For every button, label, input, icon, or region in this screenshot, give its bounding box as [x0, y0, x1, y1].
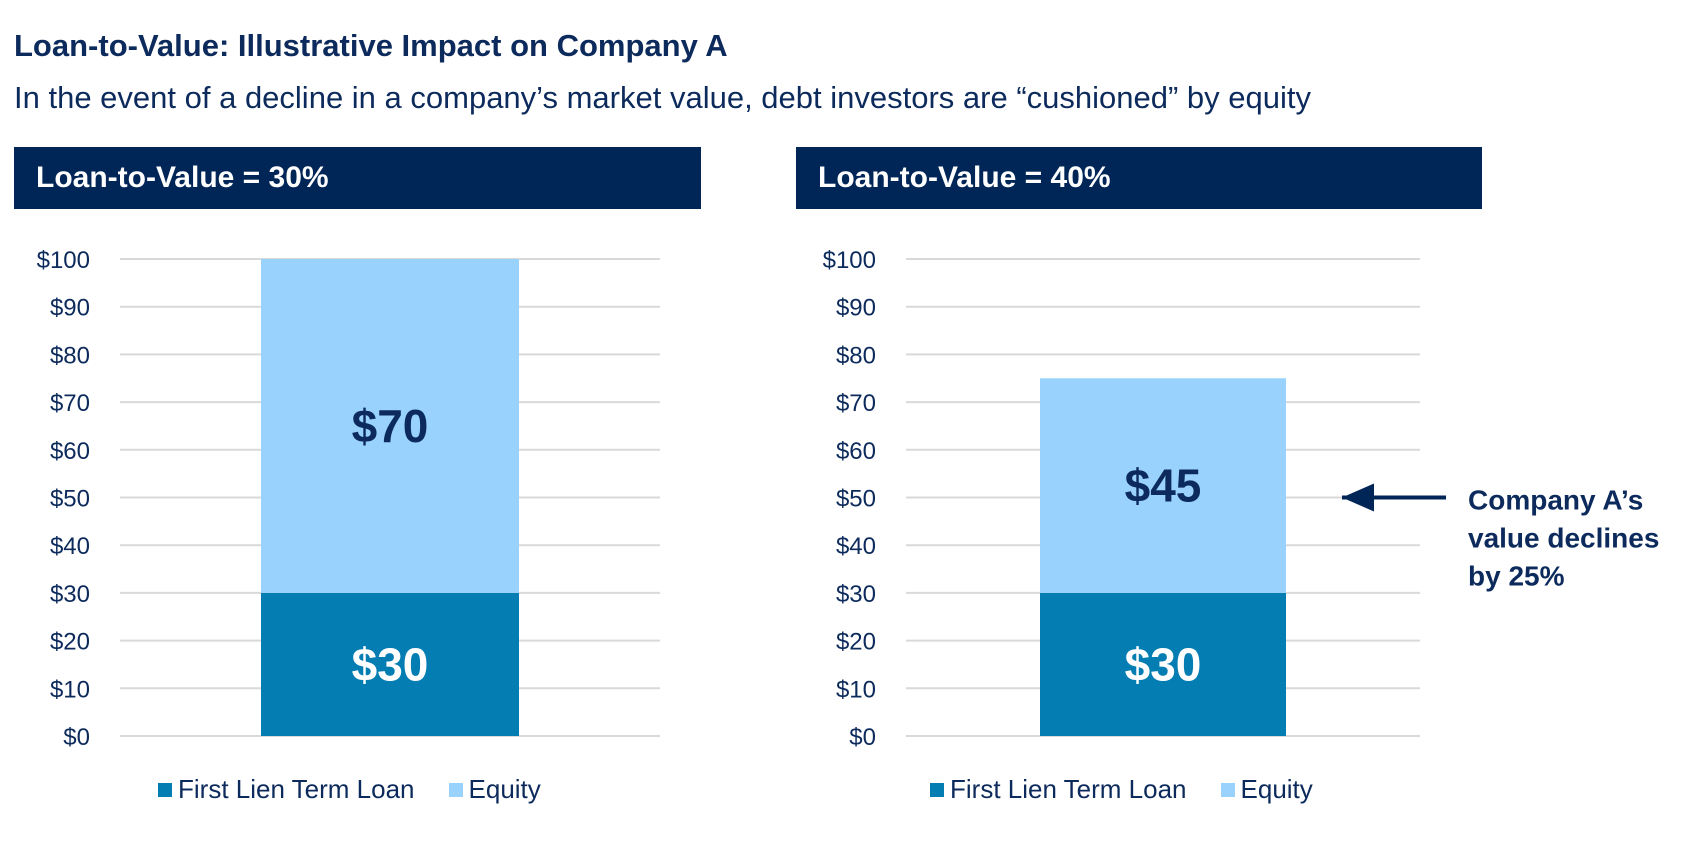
y-tick-label: $0 [63, 724, 90, 751]
legend-item-equity: Equity [1220, 774, 1313, 805]
page-title: Loan-to-Value: Illustrative Impact on Co… [14, 28, 728, 63]
y-tick-label: $10 [836, 676, 876, 703]
annotation-text-line: Company A’s [1468, 485, 1643, 516]
arrow-head [1342, 483, 1374, 512]
y-tick-label: $20 [836, 629, 876, 656]
bar-segment-equity [1040, 378, 1286, 593]
legend-swatch-equity [1220, 782, 1235, 797]
y-tick-label: $10 [50, 676, 90, 703]
y-tick-label: $40 [50, 533, 90, 560]
legend-swatch-loan [930, 782, 944, 797]
y-tick-label: $20 [50, 629, 90, 656]
y-tick-label: $60 [50, 438, 90, 465]
legend-item-loan: First Lien Term Loan [930, 774, 1187, 805]
data-label-equity: $45 [1125, 460, 1202, 512]
panel-header-left: Loan-to-Value = 30% [14, 147, 701, 209]
y-tick-label: $40 [836, 533, 876, 560]
ltv-30-chart: $0 $10 $20 $30 $40 $50 $60 $70 $80 $90 $100 $30 $70 [37, 247, 660, 751]
y-tick-label: $100 [823, 247, 876, 274]
legend-item-equity: Equity [448, 774, 541, 805]
y-tick-label: $70 [836, 390, 876, 417]
y-tick-label: $80 [50, 342, 90, 369]
annotation-text-line: by 25% [1468, 561, 1565, 592]
legend-label-equity: Equity [1240, 774, 1313, 804]
legend-label-equity: Equity [468, 774, 541, 804]
annotation-text-line: value declines [1468, 523, 1659, 554]
legend-label-loan: First Lien Term Loan [950, 774, 1187, 804]
legend-label-loan: First Lien Term Loan [178, 774, 415, 804]
y-tick-label: $70 [50, 390, 90, 417]
y-tick-label: $100 [37, 247, 90, 274]
y-tick-label: $30 [836, 581, 876, 608]
y-tick-label: $0 [849, 724, 876, 751]
legend-left: First Lien Term Loan Equity [158, 774, 575, 805]
data-label-loan: $30 [352, 638, 429, 690]
y-tick-label: $50 [50, 486, 90, 513]
y-tick-label: $80 [836, 342, 876, 369]
data-label-loan: $30 [1125, 638, 1202, 690]
data-label-equity: $70 [352, 400, 429, 452]
bar-segment-loan [261, 592, 519, 736]
y-tick-label: $50 [836, 486, 876, 513]
panel-header-right: Loan-to-Value = 40% [796, 147, 1482, 209]
page-subtitle: In the event of a decline in a company’s… [14, 80, 1311, 115]
bar-segment-loan [1040, 592, 1286, 736]
bar-segment-equity [261, 259, 519, 593]
y-tick-label: $30 [50, 581, 90, 608]
legend-swatch-loan [158, 782, 172, 797]
y-tick-label: $90 [50, 295, 90, 322]
legend-swatch-equity [448, 782, 463, 797]
legend-item-loan: First Lien Term Loan [158, 774, 415, 805]
y-tick-label: $60 [836, 438, 876, 465]
legend-right: First Lien Term Loan Equity [930, 774, 1347, 805]
y-tick-label: $90 [836, 295, 876, 322]
ltv-40-chart: $0 $10 $20 $30 $40 $50 $60 $70 $80 $90 $100 $30 $45 C… [823, 247, 1660, 751]
arrow-left-icon [1342, 483, 1446, 512]
